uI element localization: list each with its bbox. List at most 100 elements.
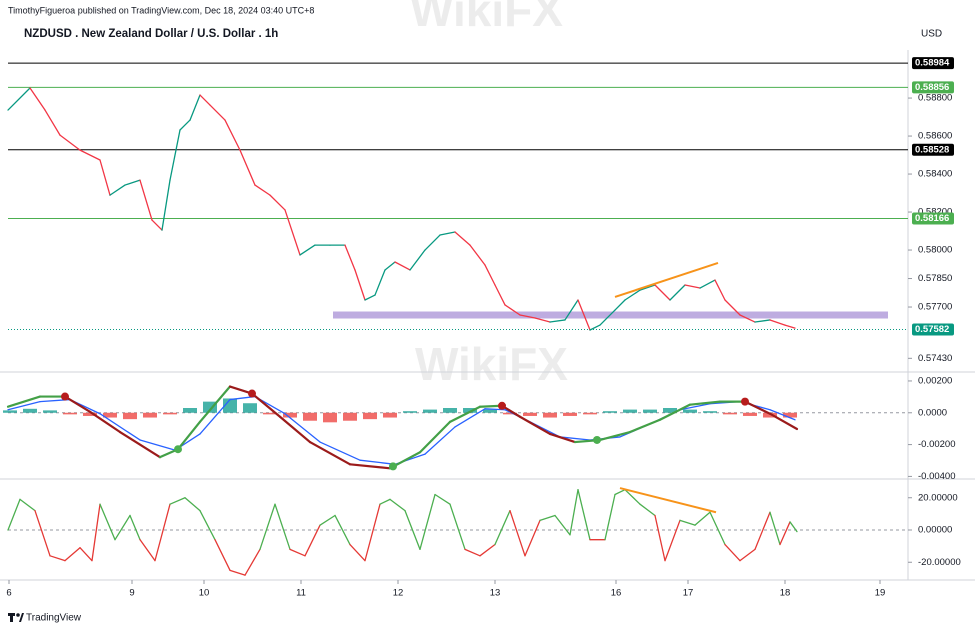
line-segment (359, 459, 396, 465)
line-segment (389, 498, 406, 512)
line-segment (519, 314, 536, 319)
line-segment (214, 539, 231, 571)
line-segment (409, 249, 426, 271)
histogram-bar (183, 408, 197, 413)
line-segment (604, 493, 616, 541)
level-label-box (912, 57, 954, 70)
line-segment (559, 436, 591, 441)
line-segment (739, 314, 756, 323)
line-segment (614, 489, 626, 496)
line-segment (114, 514, 131, 541)
line-segment (784, 324, 796, 329)
line-segment (714, 279, 726, 301)
y-tick-label: 0.00000 (918, 525, 952, 536)
y-tick-label: 0.58400 (918, 169, 952, 180)
histogram-bar (203, 401, 217, 413)
line-segment (709, 511, 726, 546)
line-segment (669, 284, 686, 301)
line-segment (139, 539, 156, 562)
line-segment (88, 410, 122, 434)
line-segment (44, 109, 61, 136)
watermark: WikiFX (410, 0, 563, 36)
line-segment (524, 519, 541, 557)
line-segment (334, 514, 351, 546)
histogram-bar (703, 411, 717, 413)
line-segment (418, 420, 452, 454)
chart-title: NZDUSD . New Zealand Dollar / U.S. Dolla… (24, 28, 278, 40)
line-segment (534, 317, 551, 323)
histogram-bar (723, 412, 737, 415)
y-tick-label: 0.57430 (918, 353, 952, 364)
histogram-bar (283, 412, 297, 418)
line-segment (724, 543, 741, 562)
line-segment (284, 413, 321, 443)
line-segment (548, 432, 577, 444)
trendline (619, 487, 717, 514)
line-segment (628, 418, 662, 434)
histogram-bar (103, 412, 117, 418)
line-segment (654, 284, 671, 301)
histogram-bar (763, 412, 777, 418)
line-segment (599, 309, 616, 326)
line-segment (109, 184, 126, 196)
trendline (614, 262, 719, 298)
cross-marker (593, 435, 601, 444)
y-tick-label: -0.00400 (918, 471, 956, 482)
line-segment (224, 119, 241, 151)
line-segment (577, 299, 591, 331)
histogram-bar (83, 412, 97, 416)
cross-marker (389, 462, 397, 471)
level-label: 0.58166 (915, 213, 949, 224)
line-segment (769, 319, 786, 326)
histogram-bar (543, 412, 557, 418)
line-segment (768, 412, 799, 431)
line-segment (688, 400, 722, 406)
line-segment (239, 149, 256, 186)
line-segment (79, 149, 101, 161)
line-segment (99, 159, 111, 196)
line-segment (176, 420, 202, 451)
line-segment (419, 493, 436, 551)
y-tick-label: 0.58800 (918, 93, 952, 104)
line-segment (694, 511, 711, 526)
level-label: 0.58984 (915, 58, 950, 69)
line-segment (639, 284, 656, 291)
line-segment (454, 231, 471, 246)
line-segment (161, 179, 171, 231)
y-tick-label: -20.00000 (918, 557, 961, 568)
line-segment (394, 261, 411, 271)
line-segment (539, 514, 556, 521)
line-segment (494, 284, 506, 306)
line-segment (494, 509, 511, 546)
author-line: TimothyFigueroa published on TradingView… (8, 5, 314, 15)
line-segment (169, 129, 181, 181)
histogram-bar (663, 408, 677, 413)
histogram-bar (563, 412, 577, 416)
line-segment (99, 413, 141, 441)
y-tick-label: 0.58600 (918, 131, 952, 142)
histogram-bar (683, 409, 697, 413)
line-segment (254, 184, 271, 196)
x-tick-label: 9 (129, 588, 134, 599)
line-segment (379, 498, 391, 505)
line-segment (199, 398, 231, 435)
line-segment (754, 511, 771, 551)
line-segment (19, 498, 36, 512)
line-segment (198, 385, 232, 423)
x-tick-label: 11 (296, 588, 306, 599)
x-tick-label: 12 (393, 588, 404, 599)
y-tick-label: 20.00000 (918, 492, 958, 503)
line-segment (299, 244, 316, 256)
line-segment (6, 395, 42, 408)
line-segment (308, 440, 352, 466)
line-segment (614, 299, 626, 311)
x-tick-label: 13 (490, 588, 501, 599)
line-segment (504, 304, 521, 316)
line-segment (99, 503, 116, 541)
line-segment (624, 289, 641, 301)
histogram-bar (303, 412, 317, 421)
line-segment (598, 430, 632, 442)
line-segment (129, 514, 141, 541)
y-tick-label: 0.0000 (918, 407, 947, 418)
histogram-bar (623, 409, 637, 413)
